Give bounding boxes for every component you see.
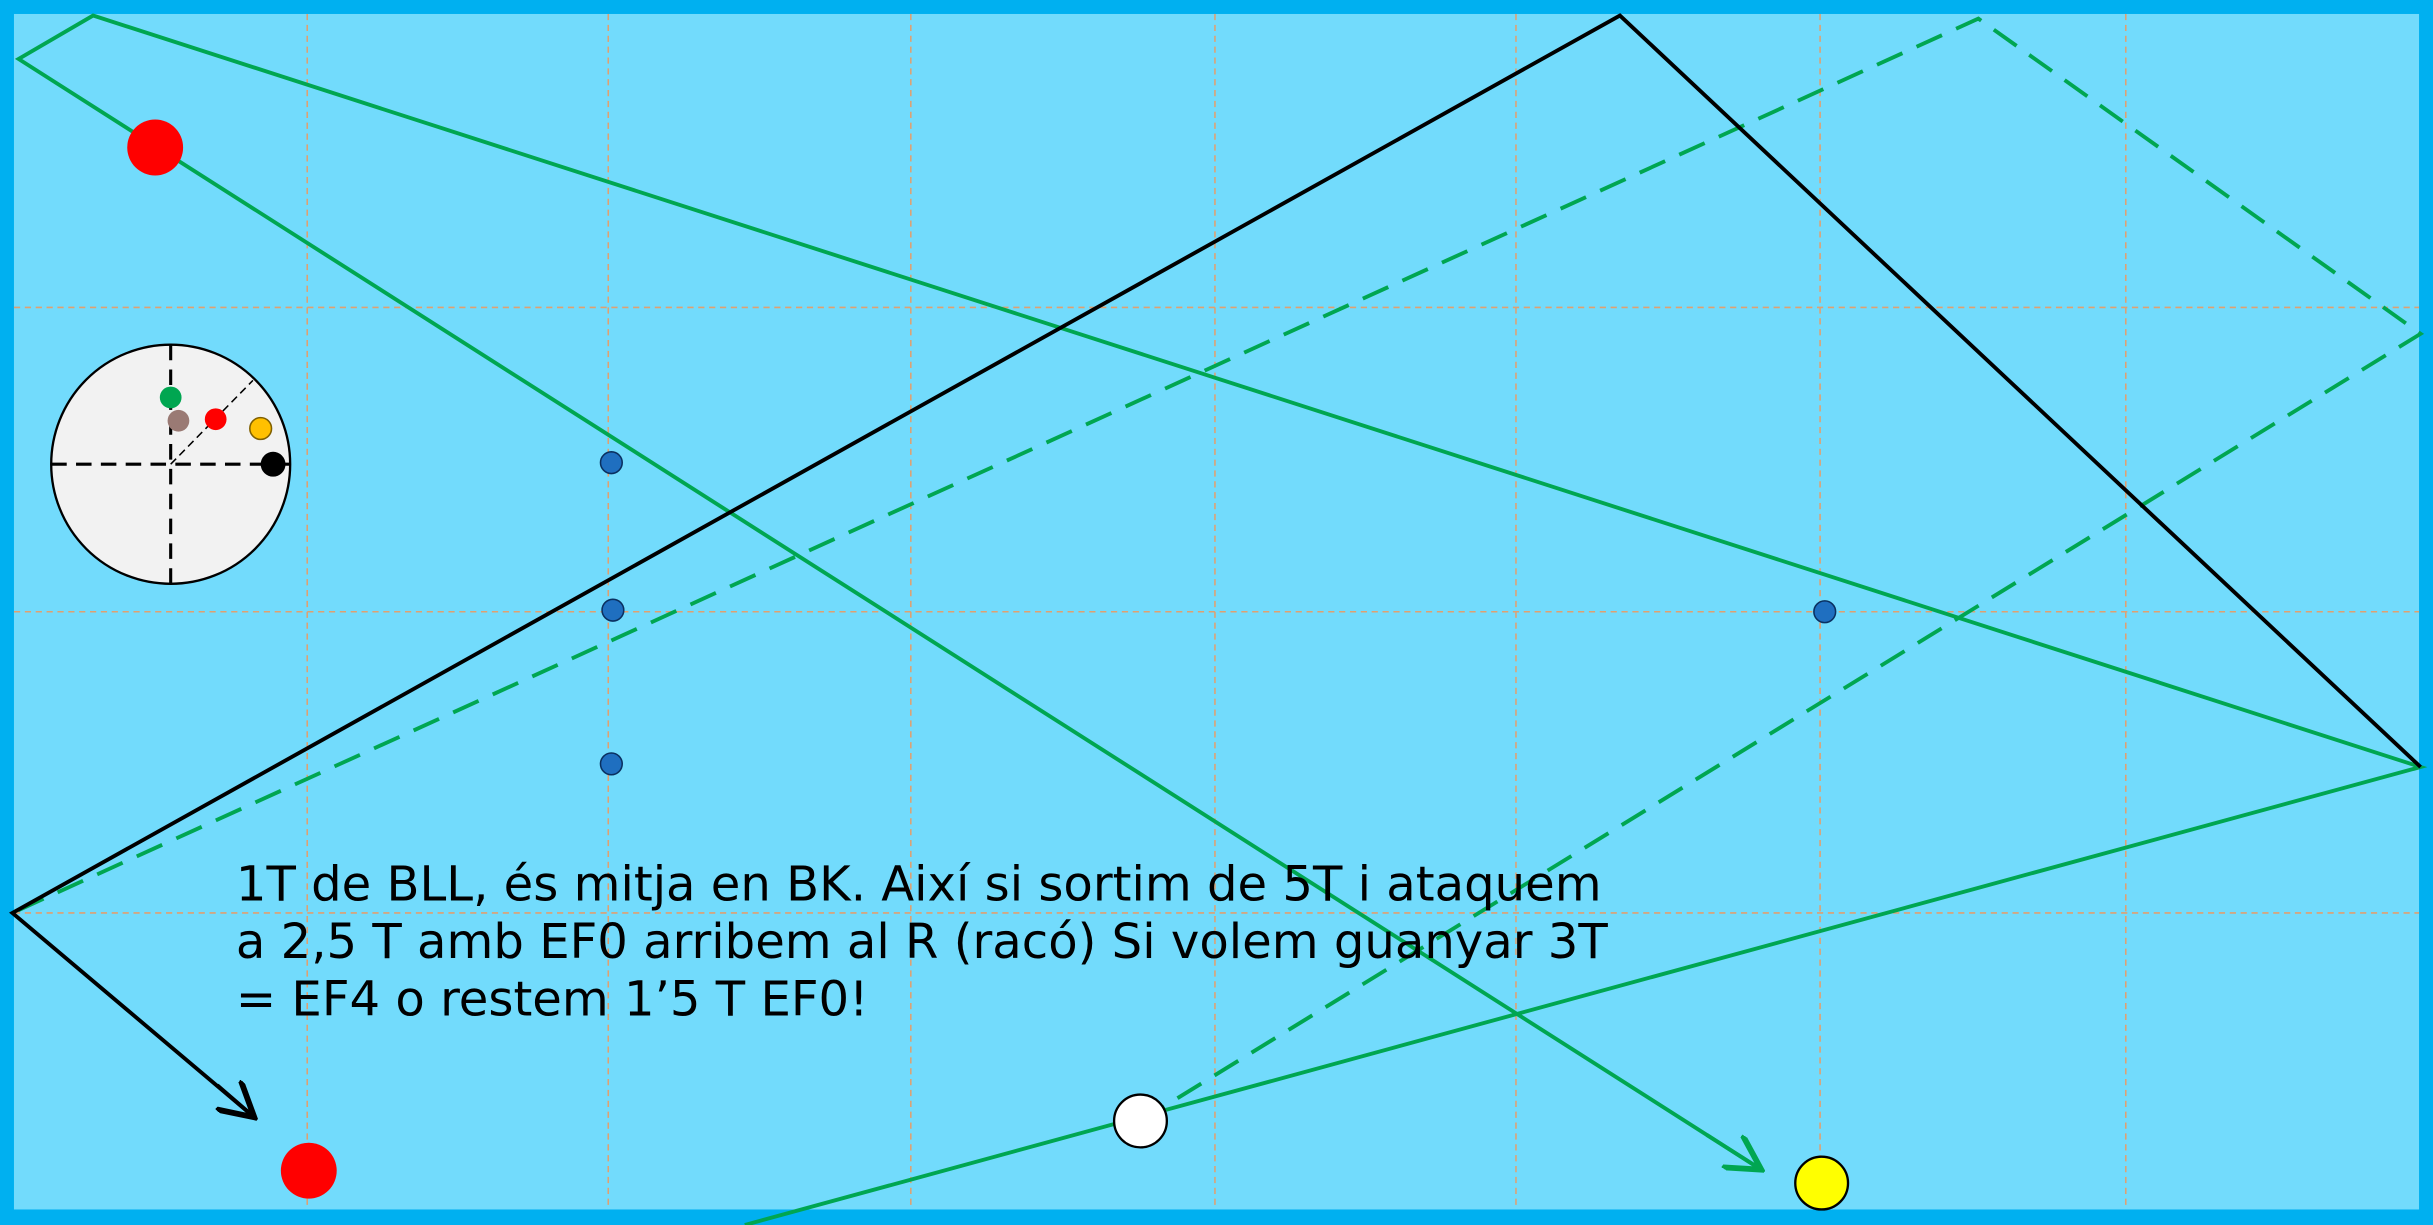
arrow xyxy=(217,1085,251,1114)
annotation-line: a 2,5 T amb EF0 arribem al R (racó) Si v… xyxy=(236,914,1609,970)
annotation-line: 1T de BLL, és mitja en BK. Així si sorti… xyxy=(236,856,1602,912)
cue-ball-path xyxy=(14,13,2428,1225)
ball-contact-diagram xyxy=(50,343,292,585)
annotation-line: = EF4 o restem 1’5 T EF0! xyxy=(236,971,869,1027)
black-path xyxy=(9,13,2422,1117)
red-ball xyxy=(280,1142,337,1199)
red-ball xyxy=(127,119,184,176)
arrow xyxy=(1705,1133,1758,1168)
yellow-ball xyxy=(1794,1155,1850,1211)
dashed-path xyxy=(11,16,2425,1123)
white-ball xyxy=(1112,1093,1169,1149)
diamonds xyxy=(599,451,1837,776)
